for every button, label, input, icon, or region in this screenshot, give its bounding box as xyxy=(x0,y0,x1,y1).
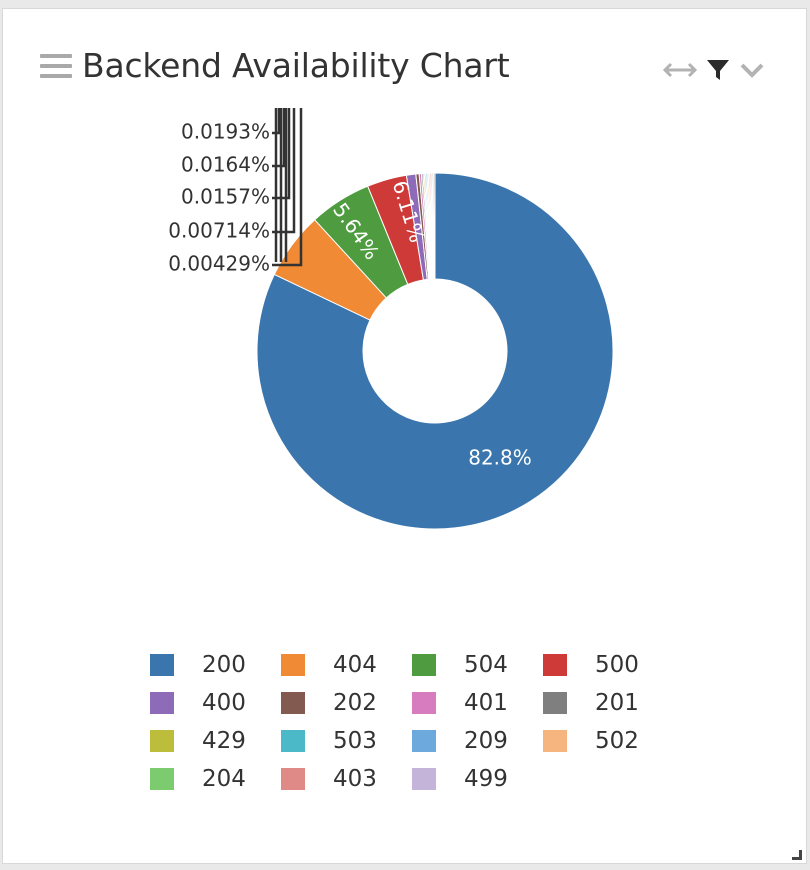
legend-label: 202 xyxy=(333,690,377,716)
outside-label-4: 0.00714% xyxy=(168,219,270,243)
legend-swatch xyxy=(150,768,174,790)
widget-title: Backend Availability Chart xyxy=(82,46,510,85)
legend-label: 200 xyxy=(202,652,246,678)
legend-swatch xyxy=(543,654,567,676)
legend-swatch xyxy=(281,730,305,752)
slice-label-200: 82.8% xyxy=(468,446,532,470)
legend-label: 503 xyxy=(333,728,377,754)
horizontal-expand-icon[interactable] xyxy=(662,56,698,84)
legend-label: 401 xyxy=(464,690,508,716)
legend-label: 204 xyxy=(202,766,246,792)
legend-label: 502 xyxy=(595,728,639,754)
legend-label: 403 xyxy=(333,766,377,792)
legend-label: 500 xyxy=(595,652,639,678)
legend-swatch xyxy=(412,768,436,790)
header-tools xyxy=(662,56,780,86)
widget-header: Backend Availability Chart xyxy=(40,46,780,106)
legend-label: 499 xyxy=(464,766,508,792)
legend-label: 504 xyxy=(464,652,508,678)
legend-swatch xyxy=(412,730,436,752)
resize-corner-icon[interactable] xyxy=(792,850,802,860)
outside-label-1: 0.0193% xyxy=(181,120,270,144)
outside-label-2: 0.0164% xyxy=(181,153,270,177)
legend-swatch xyxy=(412,692,436,714)
legend-swatch xyxy=(281,768,305,790)
legend-swatch xyxy=(543,692,567,714)
filter-icon[interactable] xyxy=(706,56,730,84)
pie-slice-200[interactable] xyxy=(256,172,614,530)
chevron-down-icon[interactable] xyxy=(738,56,766,84)
outside-label-5: 0.00429% xyxy=(168,252,270,276)
legend-swatch xyxy=(281,654,305,676)
legend-swatch xyxy=(150,692,174,714)
pie-slice-other-16[interactable] xyxy=(433,172,436,280)
leader-line-5 xyxy=(272,108,303,267)
leader-line-1 xyxy=(272,108,281,135)
outside-label-3: 0.0157% xyxy=(181,185,270,209)
leader-line-3 xyxy=(272,108,291,200)
legend-swatch xyxy=(281,692,305,714)
legend-swatch xyxy=(412,654,436,676)
legend-label: 404 xyxy=(333,652,377,678)
legend-swatch xyxy=(150,730,174,752)
legend-label: 209 xyxy=(464,728,508,754)
leader-line-4 xyxy=(272,108,296,234)
legend-label: 429 xyxy=(202,728,246,754)
legend-swatch xyxy=(543,730,567,752)
legend-label: 201 xyxy=(595,690,639,716)
legend-label: 400 xyxy=(202,690,246,716)
hamburger-icon[interactable] xyxy=(40,54,72,80)
legend-swatch xyxy=(150,654,174,676)
